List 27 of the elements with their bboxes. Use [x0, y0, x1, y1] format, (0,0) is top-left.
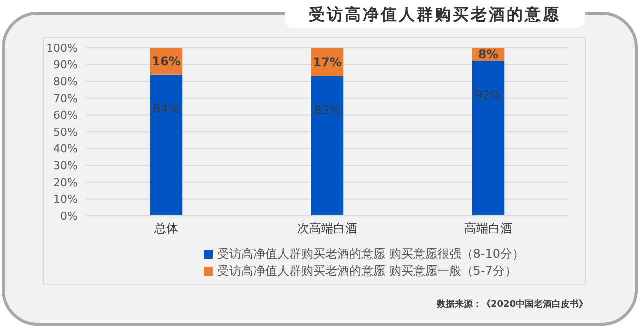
y-tick-label: 20%: [54, 176, 78, 190]
source-note: 数据来源：《2020中国老酒白皮书》: [436, 298, 588, 311]
bar: [311, 76, 344, 216]
y-tick-label: 40%: [54, 142, 78, 156]
y-tick-label: 80%: [54, 76, 78, 89]
y-tick-label: 70%: [54, 92, 78, 106]
data-label: 84%: [153, 102, 180, 116]
data-label: 92%: [475, 88, 502, 102]
y-tick-label: 0%: [60, 210, 78, 223]
legend-label: 受访高净值人群购买老酒的意愿 购买意愿很强（8-10分）: [217, 247, 525, 261]
x-tick-label: 总体: [154, 222, 178, 236]
data-label: 8%: [478, 48, 499, 62]
y-tick-label: 90%: [54, 58, 78, 72]
bar: [150, 74, 183, 216]
bar: [472, 61, 505, 216]
y-tick-label: 50%: [54, 126, 78, 139]
legend-label: 受访高净值人群购买老酒的意愿 购买意愿一般（5-7分）: [217, 264, 517, 278]
chart-title: 受访高净值人群购买老酒的意愿: [285, 2, 585, 28]
y-tick-label: 10%: [54, 193, 78, 206]
y-tick-label: 30%: [54, 160, 78, 173]
data-label: 17%: [313, 55, 342, 70]
y-tick-label: 100%: [46, 42, 78, 55]
x-tick-label: 高端白酒: [464, 222, 512, 236]
y-tick-label: 60%: [54, 109, 78, 122]
x-tick-label: 次高端白酒: [298, 222, 358, 236]
data-label: 16%: [152, 54, 181, 68]
data-label: 83%: [314, 104, 341, 118]
